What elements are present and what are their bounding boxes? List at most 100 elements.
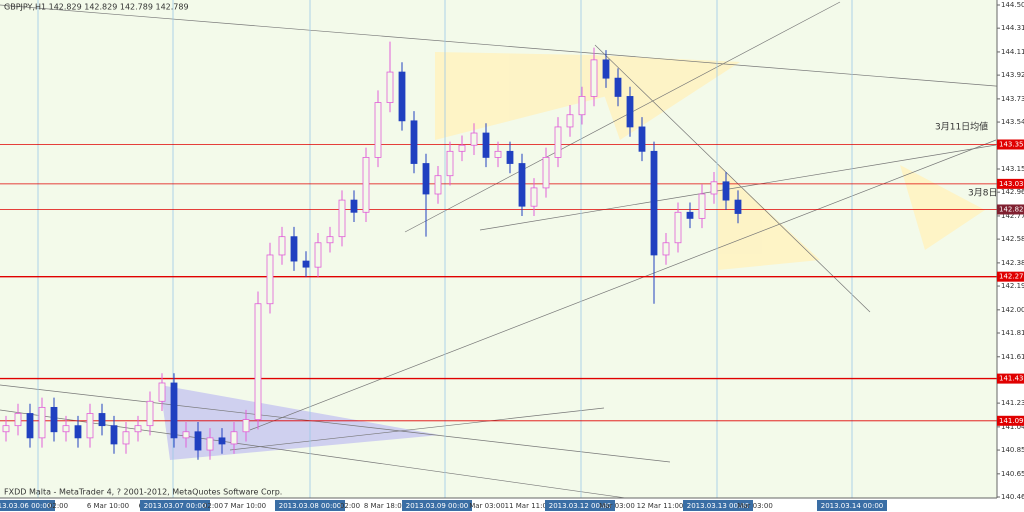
candles [2,41,742,460]
x-label-highlight [545,500,615,511]
candle-body [98,413,106,427]
y-tick-label: 143.540 [1001,118,1024,126]
candle-body [662,242,670,256]
y-tick-label: 141.810 [1001,329,1024,337]
candle-body [278,236,286,256]
candle-body [542,157,550,189]
level-label: 142.823 [999,205,1024,213]
y-tick-label: 140.655 [1001,470,1024,478]
y-tick-label: 142.195 [1001,282,1024,290]
candle-body [434,175,442,195]
chart-title: GBPJPY,H1 142.829 142.829 142.789 142.78… [4,3,189,12]
y-tick-label: 143.925 [1001,71,1024,79]
candle-body [254,303,262,420]
candle-body [242,419,250,433]
candle-body [218,437,226,445]
candle-body [398,71,406,122]
level-label: 141.436 [999,375,1024,383]
candle-body [74,425,82,439]
candle-body [530,187,538,207]
candle-body [566,114,574,128]
level-label: 143.033 [999,180,1024,188]
x-tick-label: Mar 03:00 [599,502,635,510]
y-tick-label: 140.850 [1001,446,1024,454]
x-tick-label: Mar 03:00 [469,502,505,510]
candle-body [422,163,430,195]
x-tick-label: 2013.03.07 00:00 [144,502,206,510]
candle-body [722,181,730,201]
annotation: 3月11日均値 [935,121,988,133]
x-tick-label: 12 Mar 11:00 [637,502,684,510]
level-label-box [997,271,1024,282]
y-tick-label: 142.385 [1001,259,1024,267]
candle-body [590,59,598,97]
level-label-box [997,373,1024,384]
candle-body [206,437,214,451]
x-tick-label: 11 Mar 11:00 [505,502,552,510]
x-tick-label: 02:00 [340,502,360,510]
candle-body [182,431,190,439]
y-tick-label: 141.040 [1001,423,1024,431]
candle-body [146,400,154,427]
x-tick-label: 6 Mar 10:00 [87,502,129,510]
candle-body [86,413,94,439]
candle-body [446,150,454,177]
candle-body [614,77,622,97]
level-label: 143.356 [999,140,1024,148]
x-label-highlight [817,500,887,511]
candle-body [698,193,706,219]
candle-body [638,126,646,152]
candle-body [326,236,334,244]
axis-background [997,0,1024,512]
candle-body [674,211,682,244]
candle-body [470,132,478,146]
x-tick-label: 02:00 [48,502,68,510]
level-label-box [997,204,1024,215]
candle-body [734,199,742,214]
level-label-box [997,415,1024,426]
candle-body [362,157,370,213]
x-tick-label: 02:00 [203,502,223,510]
candle-body [626,96,634,128]
candle-body [230,431,238,445]
candle-body [266,254,274,305]
triangle-zone [160,385,440,460]
candle-body [710,181,718,195]
level-label-box [997,139,1024,150]
x-label-highlight [402,500,472,511]
candle-body [386,71,394,103]
candle-body [122,431,130,445]
y-tick-label: 143.155 [1001,165,1024,173]
candle-body [350,199,358,213]
y-tick-label: 144.115 [1001,48,1024,56]
candle-body [494,150,502,158]
y-tick-label: 142.770 [1001,212,1024,220]
y-tick-label: 141.235 [1001,399,1024,407]
y-tick-label: 144.500 [1001,1,1024,9]
x-tick-label: 7 Mar 10:00 [224,502,266,510]
candle-body [506,150,514,164]
y-tick-label: 141.615 [1001,353,1024,361]
candle-body [170,382,178,439]
triangle-zone [718,165,820,270]
x-label-highlight [0,500,55,511]
footer: FXDD Malta - MetaTrader 4, ? 2001-2012, … [4,488,282,497]
candle-body [38,406,46,439]
candle-body [194,431,202,451]
candle-body [578,96,586,116]
candle-body [482,132,490,158]
x-tick-label: Mar 03:00 [737,502,773,510]
level-label: 141.090 [999,417,1024,425]
candle-body [686,211,694,219]
grid [37,0,853,498]
candle-body [458,144,466,152]
candle-body [62,425,70,433]
candle-body [554,126,562,158]
candle-body [374,102,382,158]
candle-body [314,242,322,268]
candle-body [134,425,142,433]
candle-body [110,425,118,445]
x-tick-label: 2013.03.08 00:00 [279,502,341,510]
candle-body [602,59,610,79]
